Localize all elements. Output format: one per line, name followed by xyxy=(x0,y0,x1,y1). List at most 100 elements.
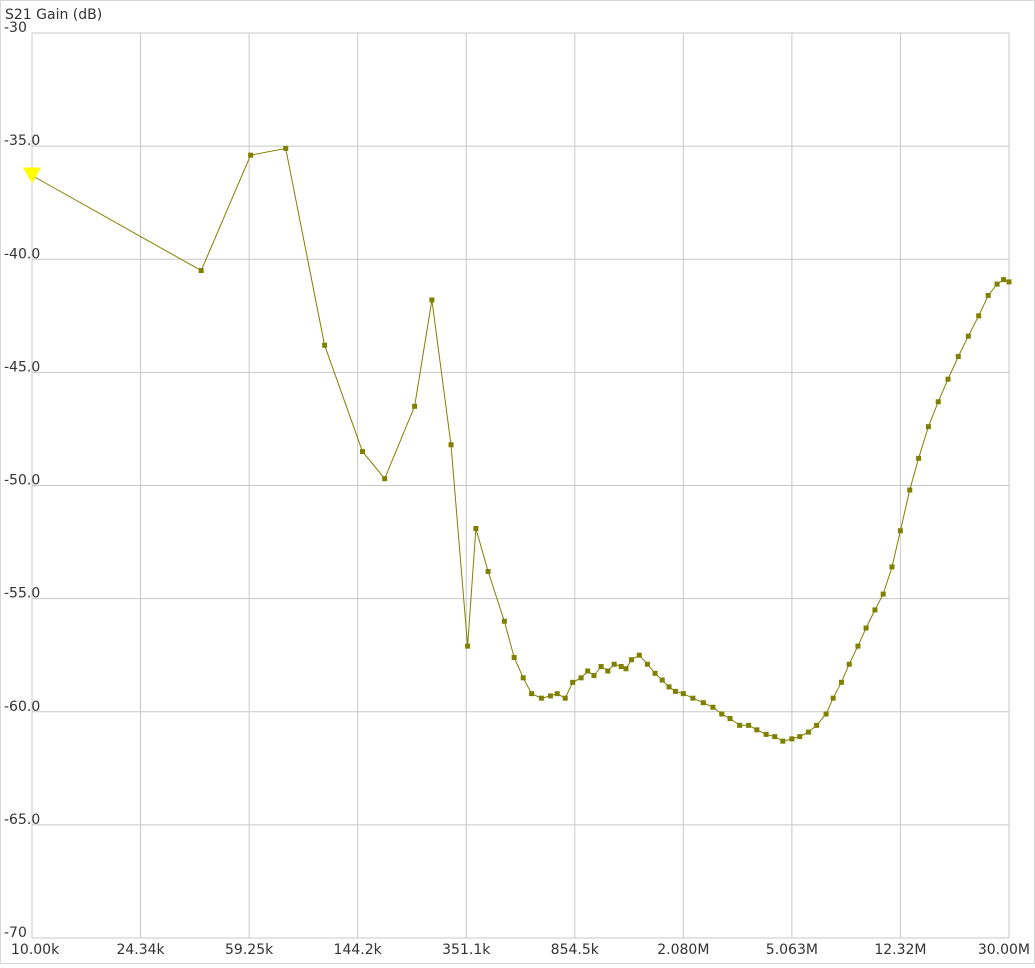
data-point xyxy=(789,736,795,742)
data-point xyxy=(916,455,922,461)
x-tick-label: 5.063M xyxy=(766,942,818,958)
data-point xyxy=(598,664,604,669)
data-point xyxy=(780,738,786,744)
data-point xyxy=(823,711,829,717)
y-tick-label: -65.0 xyxy=(4,812,40,828)
data-point xyxy=(805,729,811,735)
marker-layer xyxy=(23,167,41,184)
data-point xyxy=(710,704,716,710)
data-point xyxy=(976,313,982,319)
marker-triangle[interactable] xyxy=(23,167,41,184)
data-point xyxy=(880,591,886,597)
data-point xyxy=(945,376,951,382)
data-point xyxy=(727,716,733,722)
data-point xyxy=(737,722,743,728)
data-point xyxy=(359,449,365,455)
data-point xyxy=(863,625,869,631)
data-point xyxy=(652,670,658,676)
data-point xyxy=(746,722,752,728)
data-point xyxy=(925,424,931,430)
grid-lines xyxy=(31,32,1010,939)
y-tick-label: -40.0 xyxy=(4,246,40,262)
data-point xyxy=(520,675,526,681)
data-point xyxy=(797,734,803,740)
data-point xyxy=(935,399,941,405)
data-point xyxy=(501,618,507,624)
data-point xyxy=(382,476,388,482)
data-point xyxy=(666,684,672,690)
data-point xyxy=(322,342,328,348)
data-point xyxy=(889,564,895,570)
x-tick-label: 24.34k xyxy=(116,942,165,958)
data-point xyxy=(636,652,642,658)
series-layer xyxy=(29,145,1012,744)
data-point xyxy=(659,677,665,683)
y-tick-label: -45.0 xyxy=(4,359,40,375)
data-point xyxy=(872,607,878,613)
y-tick-label: -55.0 xyxy=(4,586,40,602)
data-point xyxy=(473,525,479,531)
data-point xyxy=(1001,277,1007,283)
data-point xyxy=(700,700,706,706)
x-tick-label: 351.1k xyxy=(442,942,491,958)
data-point xyxy=(994,281,1000,287)
data-point xyxy=(585,668,591,674)
x-tick-label: 144.2k xyxy=(334,942,383,958)
x-tick-label: 854.5k xyxy=(551,942,600,958)
data-point xyxy=(429,297,435,303)
data-point xyxy=(547,693,553,699)
data-point xyxy=(680,691,686,697)
x-tick-labels: 10.00k 24.34k 59.25k 144.2k 351.1k 854.5k 2.08… xyxy=(11,942,1030,958)
data-point xyxy=(814,722,820,728)
data-point xyxy=(830,695,836,701)
y-tick-label: -35.0 xyxy=(4,133,40,149)
data-point xyxy=(690,695,696,701)
x-tick-label: 2.080M xyxy=(657,942,709,958)
data-point xyxy=(562,695,568,701)
data-point xyxy=(538,695,544,701)
data-point xyxy=(644,661,650,667)
y-tick-label: -30 xyxy=(4,20,27,36)
data-point xyxy=(838,679,844,685)
data-point xyxy=(578,675,584,681)
data-point xyxy=(465,643,471,649)
y-tick-label: -60.0 xyxy=(4,699,40,715)
data-point xyxy=(283,145,289,151)
data-point xyxy=(855,643,861,649)
data-point xyxy=(611,661,617,667)
data-point xyxy=(955,354,961,360)
data-point xyxy=(897,528,903,534)
x-tick-label: 59.25k xyxy=(225,942,274,958)
data-point xyxy=(511,654,517,660)
chart-title: S21 Gain (dB) xyxy=(5,7,102,23)
data-point xyxy=(554,691,560,697)
data-point xyxy=(907,487,913,493)
data-point xyxy=(846,661,852,667)
y-tick-labels: -30 -35.0 -40.0 -45.0 -50.0 -55.0 -60.0 -65.0 -7… xyxy=(4,20,40,941)
data-point xyxy=(623,666,629,672)
data-point xyxy=(448,442,454,448)
data-point xyxy=(570,679,576,685)
data-point xyxy=(985,292,991,298)
y-tick-label: -70 xyxy=(4,925,27,941)
data-point xyxy=(965,333,971,339)
data-point xyxy=(628,657,634,663)
data-point xyxy=(605,668,611,674)
data-point xyxy=(485,568,491,574)
data-point xyxy=(672,688,678,694)
data-point xyxy=(754,727,760,733)
data-point xyxy=(618,664,624,669)
data-point xyxy=(591,673,597,679)
data-point xyxy=(719,711,725,717)
x-tick-label: 30.00M xyxy=(978,942,1030,958)
x-tick-label: 10.00k xyxy=(11,942,60,958)
data-point xyxy=(763,731,769,737)
data-point xyxy=(1006,279,1012,285)
data-point xyxy=(412,403,418,409)
y-tick-label: -50.0 xyxy=(4,473,40,489)
x-tick-label: 12.32M xyxy=(874,942,926,958)
data-point xyxy=(248,152,254,158)
